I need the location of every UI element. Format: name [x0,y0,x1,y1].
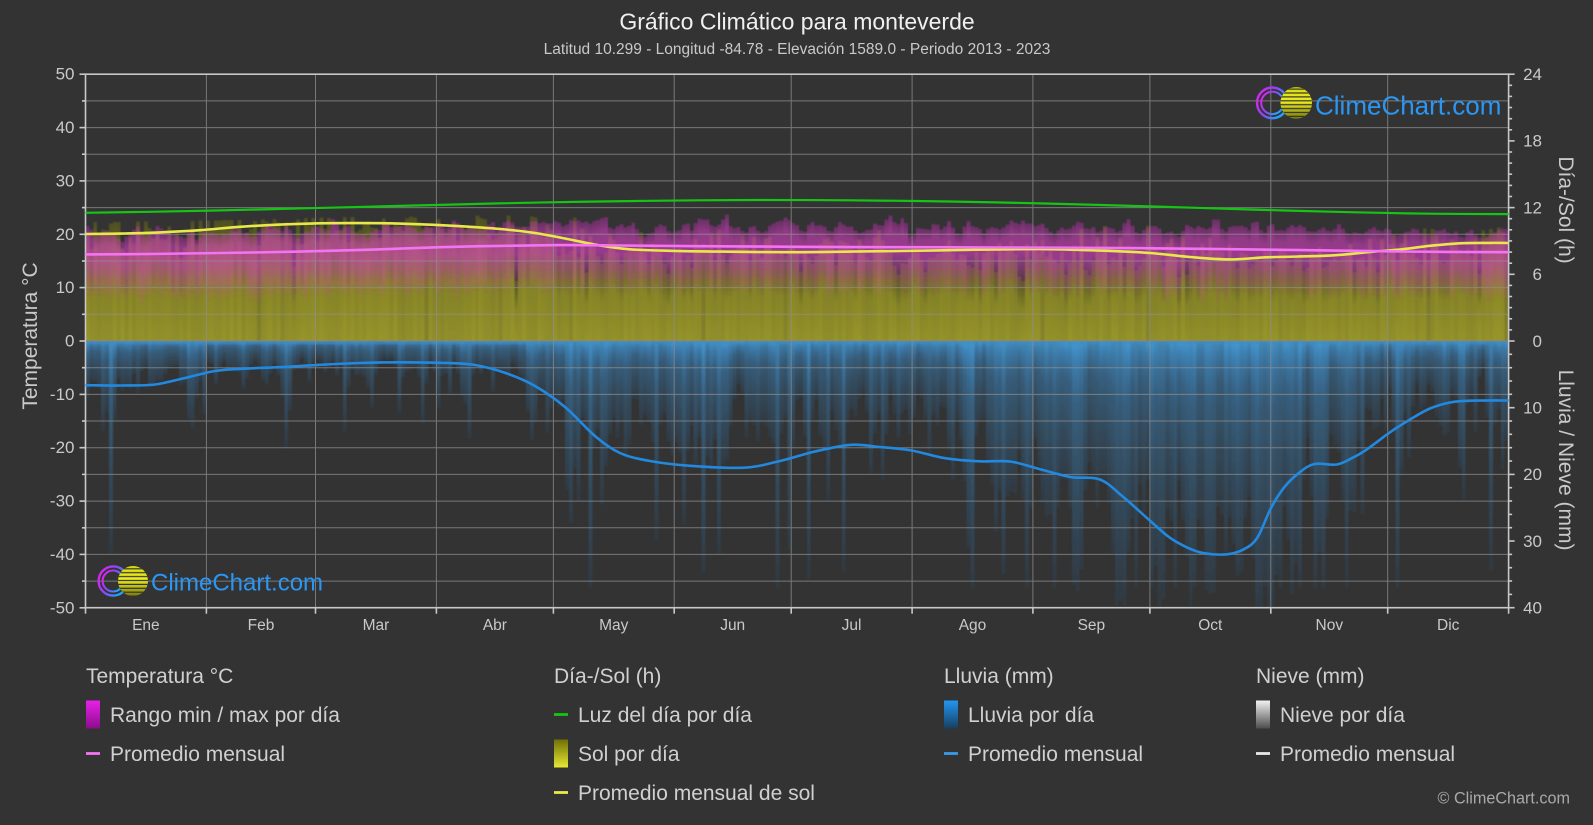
svg-text:30: 30 [1523,532,1542,551]
svg-text:Abr: Abr [483,617,507,634]
svg-text:6: 6 [1533,265,1542,284]
svg-text:12: 12 [1523,198,1542,217]
svg-text:Temperatura °C: Temperatura °C [19,262,42,409]
svg-text:40: 40 [1523,599,1542,618]
svg-text:40: 40 [56,118,75,137]
svg-text:-40: -40 [50,545,75,564]
svg-text:Promedio mensual de sol: Promedio mensual de sol [578,782,815,805]
svg-text:Jun: Jun [720,617,745,634]
svg-text:Dic: Dic [1437,617,1460,634]
svg-text:Sol por día: Sol por día [578,743,680,766]
svg-text:Promedio mensual: Promedio mensual [1280,743,1455,766]
svg-text:Gráfico Climático para monteve: Gráfico Climático para monteverde [619,9,974,35]
svg-text:Lluvia / Nieve (mm): Lluvia / Nieve (mm) [1554,370,1577,551]
svg-text:Luz del día por día: Luz del día por día [578,704,752,727]
svg-text:Temperatura °C: Temperatura °C [86,665,233,688]
svg-text:-30: -30 [50,492,75,511]
svg-text:-10: -10 [50,385,75,404]
svg-text:Nieve por día: Nieve por día [1280,704,1405,727]
svg-text:Jul: Jul [842,617,862,634]
svg-text:20: 20 [1523,465,1542,484]
svg-text:Día-/Sol (h): Día-/Sol (h) [1554,156,1577,263]
svg-text:ClimeChart.com: ClimeChart.com [151,570,323,597]
svg-text:ClimeChart.com: ClimeChart.com [1315,91,1501,121]
svg-text:-20: -20 [50,438,75,457]
svg-text:© ClimeChart.com: © ClimeChart.com [1438,790,1570,808]
svg-text:18: 18 [1523,132,1542,151]
svg-text:20: 20 [56,225,75,244]
svg-text:-50: -50 [50,598,75,617]
svg-text:24: 24 [1523,65,1542,84]
svg-text:10: 10 [1523,399,1542,418]
svg-text:Lluvia por día: Lluvia por día [968,704,1094,727]
svg-text:0: 0 [1533,332,1542,351]
svg-text:Promedio mensual: Promedio mensual [968,743,1143,766]
svg-text:Nov: Nov [1316,617,1344,634]
svg-text:Ago: Ago [959,617,987,634]
svg-text:Día-/Sol (h): Día-/Sol (h) [554,665,661,688]
svg-text:May: May [599,617,629,634]
svg-text:Ene: Ene [132,617,160,634]
svg-text:10: 10 [56,278,75,297]
svg-text:Promedio mensual: Promedio mensual [110,743,285,766]
svg-text:Nieve (mm): Nieve (mm) [1256,665,1365,688]
svg-text:30: 30 [56,171,75,190]
svg-text:Rango min / max por día: Rango min / max por día [110,704,340,727]
svg-text:Latitud 10.299 - Longitud -84.: Latitud 10.299 - Longitud -84.78 - Eleva… [544,41,1051,58]
svg-text:Feb: Feb [248,617,275,634]
svg-text:0: 0 [65,332,74,351]
svg-text:Mar: Mar [363,617,390,634]
svg-text:Sep: Sep [1078,617,1106,634]
svg-text:50: 50 [56,65,75,84]
svg-text:Lluvia (mm): Lluvia (mm) [944,665,1054,688]
svg-text:Oct: Oct [1198,617,1223,634]
